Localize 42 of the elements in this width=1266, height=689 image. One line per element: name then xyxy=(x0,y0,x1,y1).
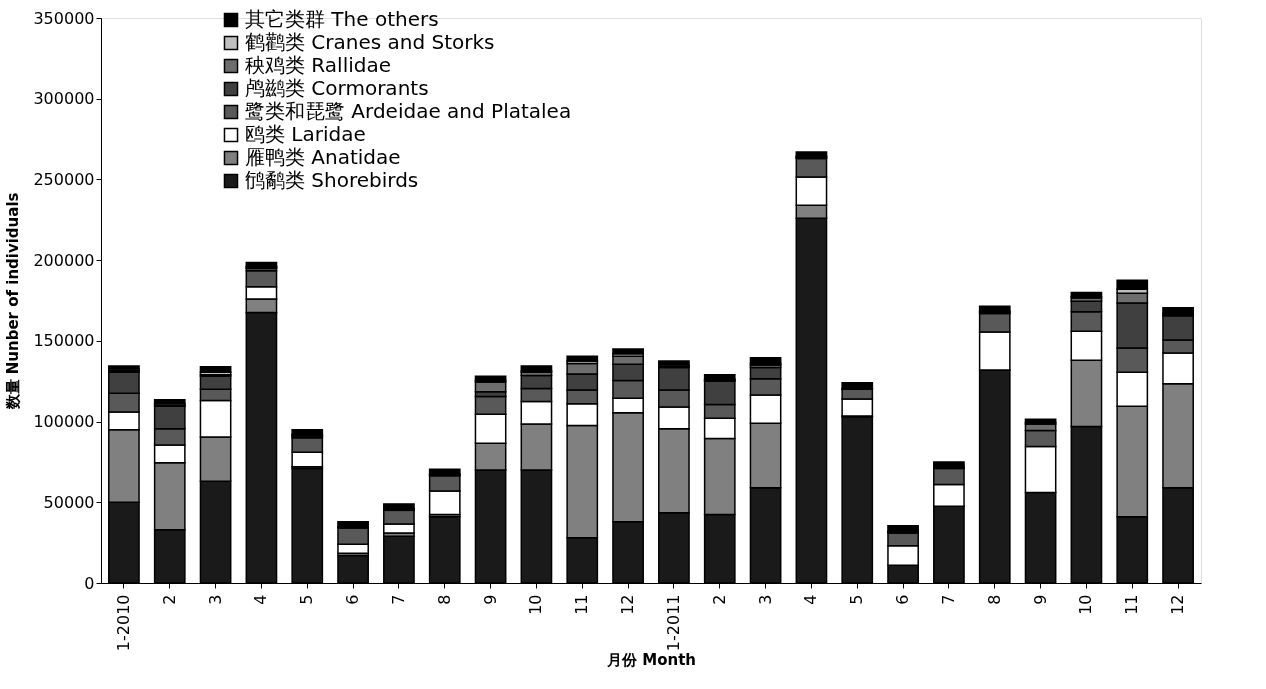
y-tick-label: 350000 xyxy=(33,8,95,28)
x-tick-label: 12 xyxy=(1168,594,1188,615)
x-tick-label: 10 xyxy=(526,594,546,615)
x-tick-label: 2 xyxy=(709,594,729,605)
legend-label: 鸬鹚类 Cormorants xyxy=(245,76,429,100)
legend-label: 鹭类和琵鹭 Ardeidae and Platalea xyxy=(245,99,572,123)
x-tick-label: 11 xyxy=(572,594,592,615)
x-tick-label: 9 xyxy=(480,594,500,605)
x-tick-label: 2 xyxy=(159,594,179,605)
x-tick-label: 3 xyxy=(755,594,775,605)
legend-label: 秧鸡类 Rallidae xyxy=(245,53,391,77)
x-tick-label: 4 xyxy=(801,594,821,605)
x-tick-label: 6 xyxy=(893,594,913,605)
x-tick-label: 10 xyxy=(1076,594,1096,615)
legend-label: 鹤鹳类 Cranes and Storks xyxy=(245,30,495,54)
x-tick-label: 8 xyxy=(434,594,454,605)
x-tick-label: 6 xyxy=(343,594,363,605)
x-axis-title: 月份 Month xyxy=(606,651,696,670)
x-tick-label: 11 xyxy=(1122,594,1142,615)
x-tick-label: 4 xyxy=(251,594,271,605)
legend-label: 雁鸭类 Anatidae xyxy=(245,145,401,169)
y-tick-label: 300000 xyxy=(33,89,95,109)
y-tick-label: 100000 xyxy=(33,412,95,432)
x-tick-label: 5 xyxy=(847,594,867,605)
y-tick-label: 250000 xyxy=(33,169,95,189)
x-tick-label: 3 xyxy=(205,594,225,605)
x-tick-label: 5 xyxy=(297,594,317,605)
x-tick-label: 7 xyxy=(388,594,408,605)
x-tick-label: 8 xyxy=(984,594,1004,605)
legend-label: 鸻鹬类 Shorebirds xyxy=(245,168,419,192)
x-tick-label: 12 xyxy=(618,594,638,615)
x-tick-label: 7 xyxy=(938,594,958,605)
x-tick-label: 1-2011 xyxy=(663,594,683,652)
y-tick-label: 0 xyxy=(84,573,95,593)
x-tick-label: 9 xyxy=(1030,594,1050,605)
y-tick-label: 150000 xyxy=(33,331,95,351)
y-tick-label: 50000 xyxy=(43,492,95,512)
x-tick-label: 1-2010 xyxy=(113,594,133,652)
y-axis-title: 数量 Nunber of individuals xyxy=(4,192,23,411)
y-tick-label: 200000 xyxy=(33,250,95,270)
legend-label: 鸥类 Laridae xyxy=(245,122,366,146)
legend-label: 其它类群 The others xyxy=(245,7,439,31)
